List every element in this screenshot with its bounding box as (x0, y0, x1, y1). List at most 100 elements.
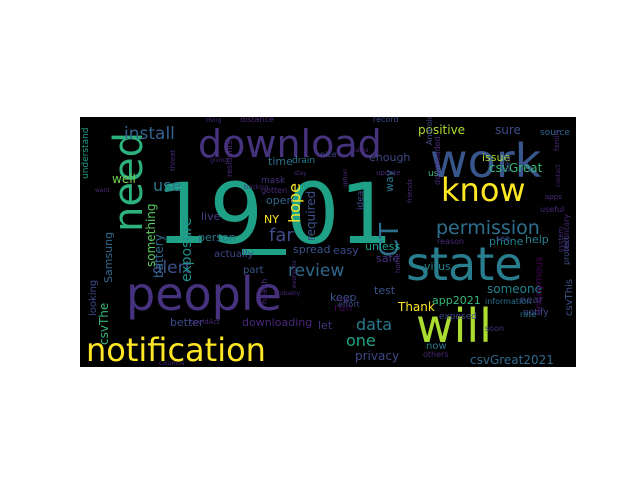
word-columns: columns (159, 360, 184, 367)
word-live: live (201, 210, 221, 223)
word-distance: distance (240, 117, 274, 124)
word-keep: keep (330, 291, 357, 304)
word-exposed: exposed (439, 312, 477, 322)
word-permission: permission (436, 217, 540, 239)
word-see: see (496, 234, 510, 243)
word-virus: virus (424, 260, 451, 273)
word-state: state (406, 237, 523, 291)
word-01: 01 (286, 165, 393, 263)
word-safe: safe (376, 252, 399, 265)
word-tracking: tracking (244, 184, 269, 191)
word-us: us (428, 169, 439, 179)
word-want: want (95, 187, 110, 194)
word-health: health (260, 279, 269, 304)
word-protect: protect (562, 236, 571, 265)
word-hope: hope (285, 183, 304, 223)
word-battery: battery (152, 234, 166, 278)
word-anonymous: anonymous (534, 257, 545, 315)
word-test: test (374, 284, 396, 297)
word-far: far (269, 225, 294, 246)
word-help: help (525, 233, 549, 246)
word-people: people (126, 267, 282, 321)
word-downloading: downloading (242, 316, 312, 329)
word-covidact: covidAct (190, 318, 220, 326)
word-stay: stay (294, 170, 307, 177)
word-data: data (356, 315, 392, 334)
word-mask: mask (261, 176, 286, 186)
word-option: option (342, 169, 349, 188)
word-system: system (557, 227, 565, 252)
word-privacy: privacy (355, 349, 399, 363)
word-easy: easy (333, 244, 359, 257)
word-nice: nice (320, 150, 337, 159)
word-looking: looking (88, 280, 99, 316)
word-friends: friends (406, 179, 414, 203)
word-know: know (441, 171, 526, 209)
word-spread: spread (293, 243, 331, 256)
word-notify: notify (523, 308, 549, 318)
word-one: one (346, 331, 376, 350)
word-app2021: app2021 (432, 294, 481, 307)
word-csvthe: csvThe (97, 303, 111, 345)
word-better: better (170, 316, 204, 329)
word-well: well (112, 172, 136, 186)
word-information: information (485, 297, 531, 306)
word-case: case (336, 296, 350, 303)
word-everyone: everyone (291, 260, 298, 288)
word-something: something (144, 203, 158, 267)
word-review: review (288, 261, 344, 281)
word-reason: reason (437, 237, 464, 246)
word-sure: sure (495, 123, 521, 137)
word-csvthis: csvThis (564, 279, 575, 316)
word-exposure: exposure (179, 218, 195, 282)
word-rate: rate (520, 310, 536, 319)
word-enough: enough (369, 151, 410, 164)
word-probably: probably (274, 290, 301, 297)
word-idea: idea (356, 191, 366, 210)
word-near: near (520, 295, 544, 306)
word-effort: effort (338, 300, 360, 309)
word-residents: residents (225, 140, 234, 177)
word-soon: soon (485, 324, 504, 333)
word-family: family (553, 129, 561, 151)
word-ny: NY (264, 213, 279, 226)
word-gotten: gotten (261, 186, 287, 195)
word-unless: unless (365, 240, 400, 253)
word-home: home (394, 253, 402, 273)
word-voluntary: voluntary (562, 214, 571, 252)
word-actually: actually (214, 249, 254, 260)
word-open: open (266, 194, 293, 207)
word-use: use (153, 176, 181, 195)
word-positive: positive (418, 123, 465, 137)
word-giving: giving (210, 157, 228, 164)
word-record: record (373, 117, 399, 124)
word-csvgreat: csvGreat (489, 161, 543, 175)
word-thank: Thank (397, 300, 435, 314)
word-downloaded: downloaded (433, 136, 442, 185)
word-way: way (383, 169, 396, 192)
word-apps: apps (545, 193, 562, 201)
word-update: update (376, 169, 401, 177)
word-issue: issue (482, 151, 510, 164)
word-let: let (318, 319, 333, 332)
word-connector (242, 249, 286, 255)
word-csvgreat2021: csvGreat2021 (470, 353, 554, 367)
word-alert: alert (152, 258, 192, 278)
word-states: states (350, 147, 368, 154)
word-past: past (503, 155, 512, 172)
word-part: part (243, 265, 264, 276)
word-download: download (198, 122, 382, 166)
word-work: work (430, 134, 542, 188)
word-source: source (540, 128, 570, 138)
word-time: time (268, 155, 293, 168)
word-understand: understand (81, 127, 91, 179)
word-will: will (416, 299, 492, 353)
word-threat: threat (169, 149, 177, 171)
word-phone: phone (489, 235, 524, 248)
word-others: others (423, 350, 448, 359)
word-now: now (426, 341, 447, 352)
word-notification: notification (86, 331, 266, 367)
word-need: need (106, 132, 152, 232)
word-someone: someone (487, 282, 542, 296)
